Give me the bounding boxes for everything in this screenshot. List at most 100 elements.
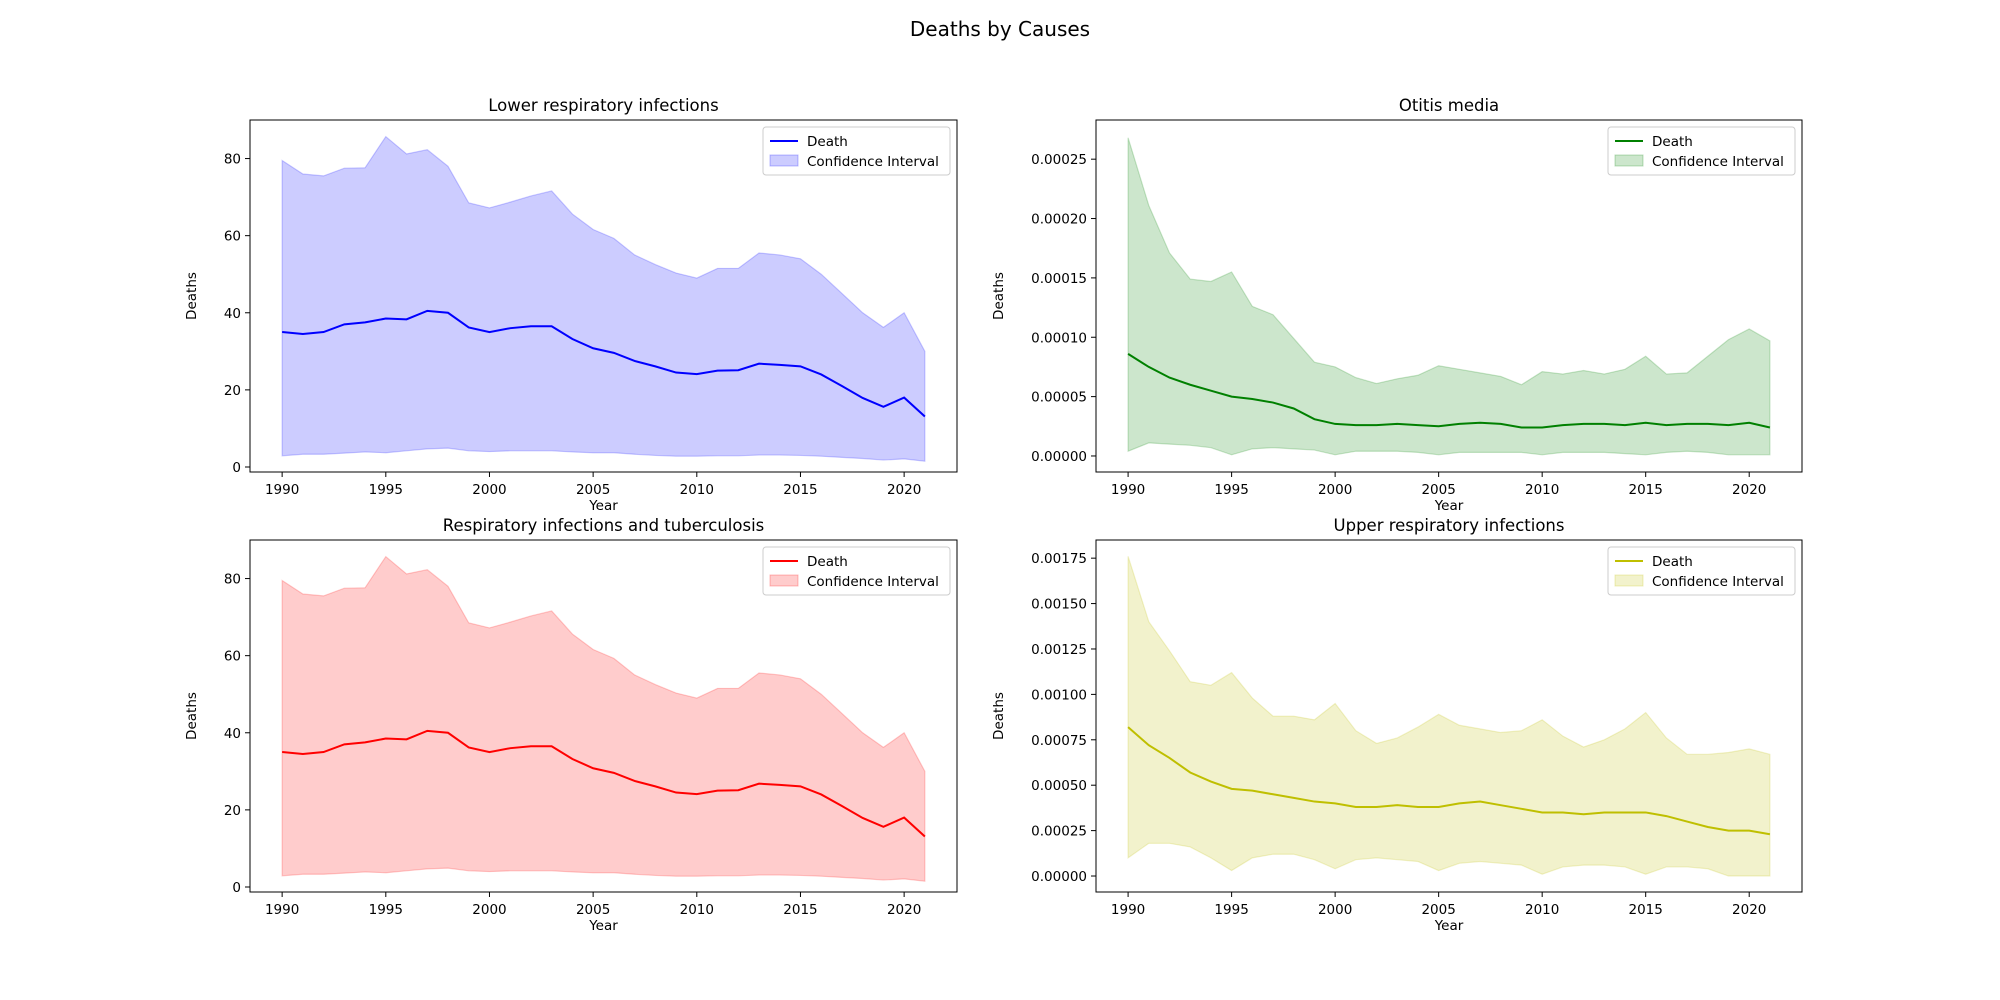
axes-frame — [249, 119, 958, 473]
chart-panel: 1990 1995 2000 2005 2010 2015 2020 0 20 40 60 80 Res… — [184, 516, 958, 934]
x-tick-label: 1990 — [1111, 482, 1145, 498]
y-tick-label: 0.00020 — [1031, 212, 1087, 228]
y-tick-label: 0.00175 — [1031, 551, 1087, 567]
x-tick-label: 2020 — [1732, 902, 1766, 918]
y-axis-label: Deaths — [991, 692, 1007, 740]
y-axis-label: Deaths — [184, 272, 200, 320]
x-tick-label: 2005 — [576, 482, 610, 498]
legend-label-death: Death — [1652, 134, 1693, 150]
death-line — [1127, 353, 1771, 429]
legend-box — [1607, 546, 1796, 596]
chart-panel: 1990 1995 2000 2005 2010 2015 2020 0.00000 0.000… — [991, 96, 1803, 514]
chart-title: Upper respiratory infections — [1334, 516, 1565, 535]
x-tick-label: 2015 — [1629, 902, 1663, 918]
x-tick-label: 2020 — [887, 482, 921, 498]
legend-label-ci: Confidence Interval — [1652, 574, 1784, 590]
legend-label-ci: Confidence Interval — [1652, 154, 1784, 170]
x-tick-label: 2020 — [1732, 482, 1766, 498]
x-tick-label: 2005 — [1421, 482, 1455, 498]
legend-label-death: Death — [1652, 554, 1693, 570]
x-axis-label: Year — [588, 498, 618, 514]
y-tick-label: 0.00010 — [1031, 330, 1087, 346]
x-tick-label: 2010 — [680, 482, 714, 498]
legend: Death Confidence Interval — [1607, 126, 1796, 176]
death-line — [282, 309, 926, 418]
x-tick-label: 2000 — [1318, 902, 1352, 918]
x-tick-label: 2010 — [1525, 482, 1559, 498]
y-tick-label: 0.00025 — [1031, 824, 1087, 840]
y-tick-label: 20 — [224, 383, 241, 399]
y-tick-label: 0.00025 — [1031, 152, 1087, 168]
x-tick-label: 1995 — [369, 482, 403, 498]
y-tick-label: 0.00000 — [1031, 869, 1087, 885]
axes-frame — [1095, 539, 1803, 893]
x-tick-label: 2005 — [576, 902, 610, 918]
y-tick-label: 0.00150 — [1031, 597, 1087, 613]
y-tick-label: 0.00005 — [1031, 390, 1087, 406]
legend-box — [1607, 126, 1796, 176]
confidence-band — [281, 135, 926, 462]
y-axis-label: Deaths — [991, 272, 1007, 320]
legend-label-ci: Confidence Interval — [807, 154, 939, 170]
chart-title: Lower respiratory infections — [488, 96, 718, 115]
death-line — [1127, 726, 1771, 836]
x-tick-label: 1995 — [369, 902, 403, 918]
y-tick-label: 0.00000 — [1031, 449, 1087, 465]
confidence-band — [281, 555, 926, 882]
legend: Death Confidence Interval — [762, 126, 951, 176]
x-tick-label: 2015 — [783, 902, 817, 918]
x-tick-label: 1995 — [1214, 482, 1248, 498]
axes-frame — [1095, 119, 1803, 473]
y-tick-label: 80 — [224, 572, 241, 588]
x-tick-label: 2000 — [1318, 482, 1352, 498]
confidence-band — [1127, 137, 1771, 456]
legend-band-swatch — [1614, 574, 1644, 587]
legend-label-death: Death — [807, 554, 848, 570]
y-tick-label: 80 — [224, 152, 241, 168]
x-tick-label: 1990 — [265, 902, 299, 918]
y-tick-label: 0 — [232, 880, 241, 896]
y-tick-label: 40 — [224, 306, 241, 322]
legend-box — [762, 126, 951, 176]
x-tick-label: 1990 — [265, 482, 299, 498]
x-tick-label: 2010 — [680, 902, 714, 918]
y-tick-label: 40 — [224, 726, 241, 742]
y-tick-label: 60 — [224, 649, 241, 665]
y-tick-label: 0.00075 — [1031, 733, 1087, 749]
y-tick-label: 0 — [232, 460, 241, 476]
chart-panel: 1990 1995 2000 2005 2010 2015 2020 0 20 40 60 80 Low… — [184, 96, 958, 514]
y-tick-label: 0.00100 — [1031, 687, 1087, 703]
x-tick-label: 2015 — [783, 482, 817, 498]
legend-label-ci: Confidence Interval — [807, 574, 939, 590]
y-tick-label: 60 — [224, 229, 241, 245]
x-tick-label: 2000 — [472, 902, 506, 918]
x-tick-label: 2010 — [1525, 902, 1559, 918]
axes-frame — [249, 539, 958, 893]
chart-title: Respiratory infections and tuberculosis — [443, 516, 765, 535]
figure-title: Deaths by Causes — [910, 17, 1090, 41]
x-tick-label: 1990 — [1111, 902, 1145, 918]
legend-band-swatch — [769, 574, 799, 587]
y-tick-label: 0.00015 — [1031, 271, 1087, 287]
x-tick-label: 1995 — [1214, 902, 1248, 918]
legend-band-swatch — [1614, 154, 1644, 167]
legend-band-swatch — [769, 154, 799, 167]
y-tick-label: 20 — [224, 803, 241, 819]
x-axis-label: Year — [1434, 498, 1464, 514]
chart-panel: 1990 1995 2000 2005 2010 2015 2020 0.00000 0.000… — [991, 516, 1803, 934]
y-tick-label: 0.00125 — [1031, 642, 1087, 658]
legend: Death Confidence Interval — [1607, 546, 1796, 596]
x-axis-label: Year — [588, 918, 618, 934]
legend-label-death: Death — [807, 134, 848, 150]
x-tick-label: 2000 — [472, 482, 506, 498]
chart-title: Otitis media — [1399, 96, 1499, 115]
x-tick-label: 2005 — [1421, 902, 1455, 918]
y-axis-label: Deaths — [184, 692, 200, 740]
legend: Death Confidence Interval — [762, 546, 951, 596]
death-line — [282, 729, 926, 838]
y-tick-label: 0.00050 — [1031, 778, 1087, 794]
x-tick-label: 2020 — [887, 902, 921, 918]
legend-box — [762, 546, 951, 596]
x-axis-label: Year — [1434, 918, 1464, 934]
